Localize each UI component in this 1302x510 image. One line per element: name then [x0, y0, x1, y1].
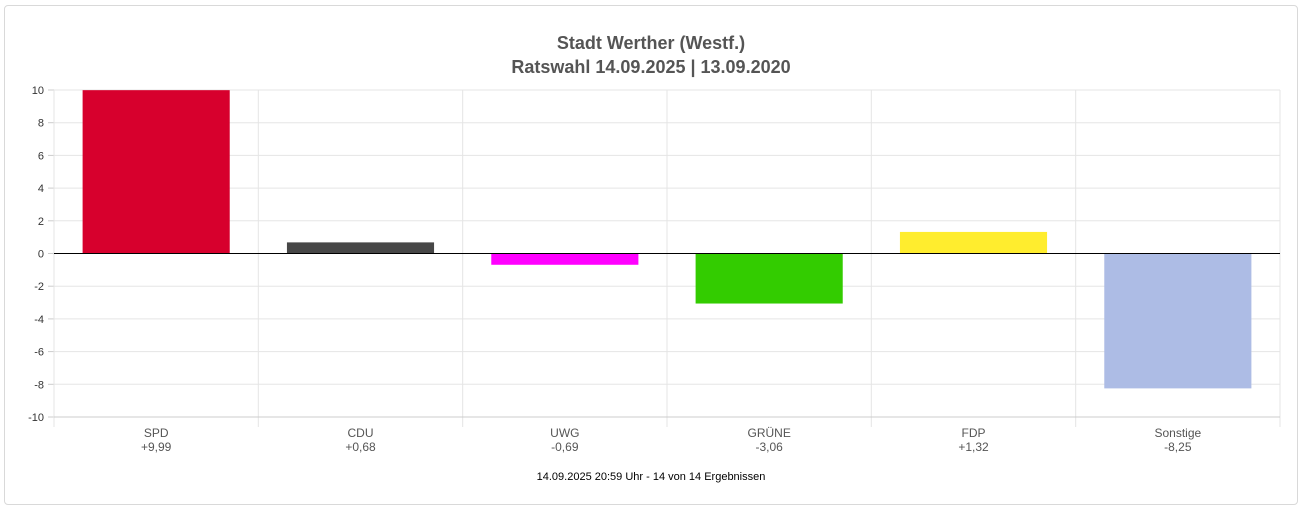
- chart-subtitle: Ratswahl 14.09.2025 | 13.09.2020: [511, 57, 791, 77]
- y-tick-label: -6: [34, 347, 44, 359]
- y-axis-ticks: 10 8 6 4 2 0 -2 -4 -6 -8 -10: [28, 85, 44, 424]
- bar-grüne[interactable]: [695, 253, 843, 304]
- y-tick-label: 0: [38, 249, 44, 261]
- y-tick-label: 10: [32, 85, 44, 97]
- y-tick-label: 4: [38, 183, 44, 195]
- value-label: -3,06: [755, 440, 783, 454]
- bar-uwg[interactable]: [491, 253, 639, 265]
- y-tick-label: -4: [34, 314, 44, 326]
- y-tick-label: -2: [34, 281, 44, 293]
- value-label: -0,69: [551, 440, 579, 454]
- category-label: GRÜNE: [747, 426, 790, 440]
- bar-fdp[interactable]: [899, 231, 1048, 254]
- y-tick-label: -8: [34, 379, 44, 391]
- bar-spd[interactable]: [82, 90, 230, 254]
- category-label: CDU: [348, 426, 374, 440]
- grid-lines: [48, 89, 1281, 427]
- category-label: SPD: [144, 426, 169, 440]
- category-labels: SPD+9,99 CDU+0,68 UWG-0,69 GRÜNE-3,06 FDP+1,…: [141, 426, 1202, 454]
- bar-cdu[interactable]: [286, 242, 435, 254]
- value-label: -8,25: [1164, 440, 1192, 454]
- y-tick-label: -10: [28, 412, 44, 424]
- value-label: +0,68: [345, 440, 376, 454]
- category-label: Sonstige: [1154, 426, 1201, 440]
- bar-sonstige[interactable]: [1104, 253, 1252, 389]
- y-tick-label: 8: [38, 118, 44, 130]
- value-label: +9,99: [141, 440, 172, 454]
- chart-footer: 14.09.2025 20:59 Uhr - 14 von 14 Ergebni…: [536, 471, 766, 483]
- category-label: UWG: [550, 426, 579, 440]
- category-label: FDP: [962, 426, 986, 440]
- value-label: +1,32: [958, 440, 989, 454]
- chart-title: Stadt Werther (Westf.): [556, 33, 746, 53]
- bars: [54, 90, 1280, 389]
- y-tick-label: 2: [38, 216, 44, 228]
- y-tick-label: 6: [38, 150, 44, 162]
- chart-card: [4, 5, 1298, 505]
